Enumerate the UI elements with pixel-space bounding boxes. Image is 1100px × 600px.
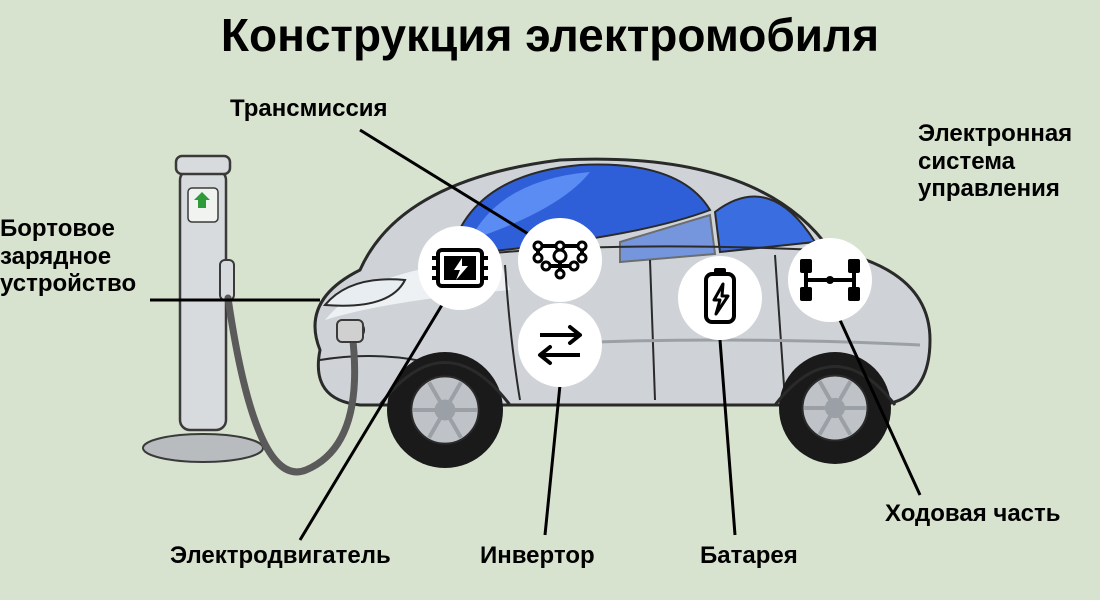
motor-icon [418, 226, 502, 310]
onboard_charger-label: Бортовое зарядное устройство [0, 215, 136, 298]
inverter-icon [518, 303, 602, 387]
battery-label: Батарея [700, 542, 798, 570]
motor-label: Электродвигатель [170, 542, 391, 570]
battery-icon [678, 256, 762, 340]
callout-line-inverter [545, 385, 560, 535]
transmission-icon [518, 218, 602, 302]
chassis-label: Ходовая часть [885, 500, 1061, 528]
transmission-label: Трансмиссия [230, 95, 388, 123]
page-title: Конструкция электромобиля [0, 8, 1100, 62]
diagram-stage: Конструкция электромобиля Трансмиссия Бор… [0, 0, 1100, 600]
chassis-icon [788, 238, 872, 322]
electronic_control-label: Электронная система управления [918, 120, 1072, 203]
inverter-label: Инвертор [480, 542, 595, 570]
